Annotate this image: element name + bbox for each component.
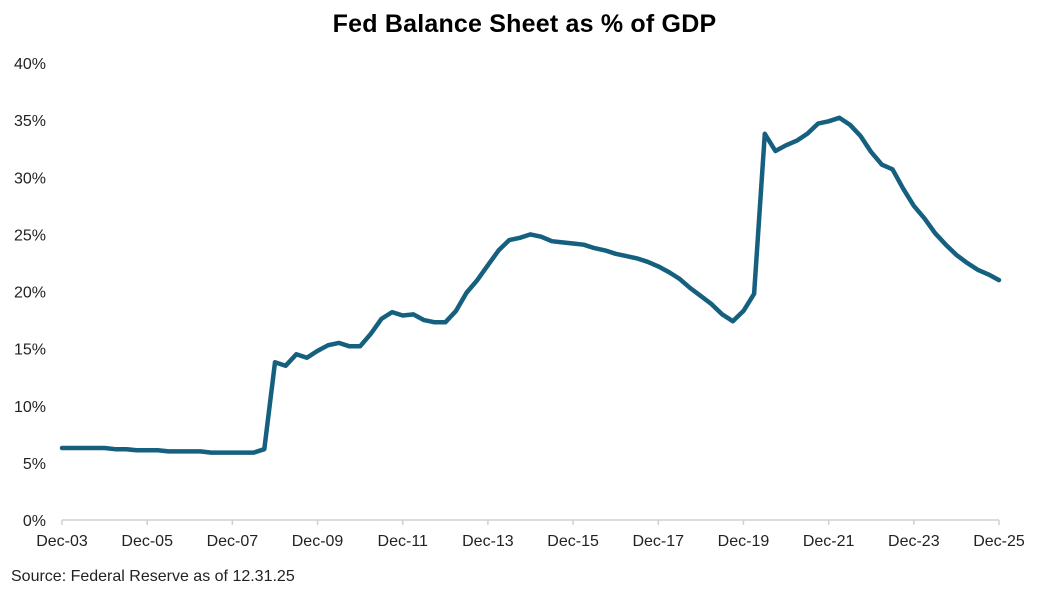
x-tick-label: Dec-11: [378, 533, 428, 550]
y-tick-label: 10%: [14, 399, 46, 416]
y-tick-label: 0%: [23, 513, 46, 530]
x-tick-label: Dec-05: [121, 533, 173, 550]
y-axis-ticks: 0% 5% 10% 15% 20% 25% 30% 35% 40%: [14, 56, 46, 530]
y-tick-label: 35%: [14, 113, 46, 130]
x-tick-label: Dec-03: [36, 533, 88, 550]
x-tick-label: Dec-17: [632, 533, 684, 550]
x-axis: Dec-03 Dec-05 Dec-07 Dec-09 Dec-11 Dec-13 Dec-…: [36, 519, 1025, 550]
y-tick-label: 15%: [14, 342, 46, 359]
y-tick-label: 30%: [14, 170, 46, 187]
x-tick-label: Dec-07: [207, 533, 259, 550]
x-tick-label: Dec-15: [547, 533, 599, 550]
series-group: [59, 115, 1002, 455]
source-note: Source: Federal Reserve as of 12.31.25: [11, 568, 295, 585]
series-line: [59, 115, 1002, 455]
x-tick-label: Dec-19: [718, 533, 770, 550]
x-tick-label: Dec-23: [888, 533, 940, 550]
chart-title: Fed Balance Sheet as % of GDP: [332, 10, 717, 38]
y-tick-label: 40%: [14, 56, 46, 73]
y-tick-label: 5%: [23, 456, 46, 473]
y-tick-label: 25%: [14, 227, 46, 244]
x-tick-label: Dec-21: [803, 533, 855, 550]
y-tick-label: 20%: [14, 285, 46, 302]
x-tick-label: Dec-13: [462, 533, 514, 550]
x-tick-label: Dec-09: [292, 533, 344, 550]
x-tick-label: Dec-25: [973, 533, 1025, 550]
